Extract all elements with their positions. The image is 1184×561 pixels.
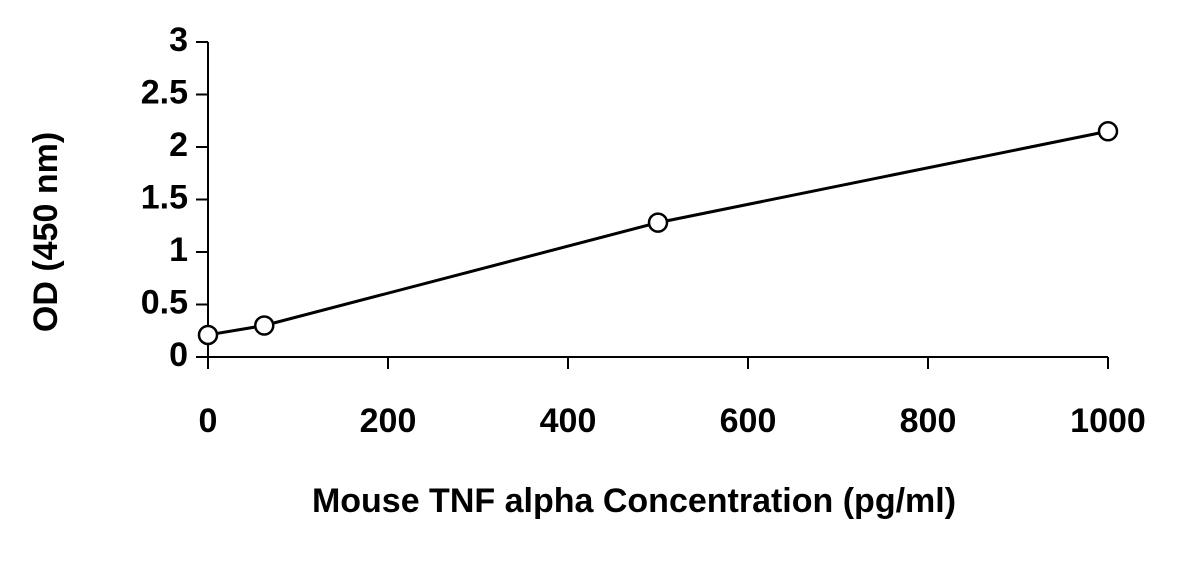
- x-tick-label: 600: [720, 402, 777, 440]
- y-tick-label: 2.5: [141, 73, 188, 111]
- y-tick-label: 1: [169, 231, 188, 269]
- data-point: [1097, 121, 1119, 142]
- fit-line: [207, 129, 1109, 337]
- data-point: [197, 324, 219, 346]
- y-tick-label: 2: [169, 126, 188, 164]
- x-tick-label: 400: [540, 402, 597, 440]
- x-tick-label: 1000: [1070, 402, 1146, 440]
- x-tick-label: 800: [900, 402, 957, 440]
- x-tick-label: 0: [199, 402, 218, 440]
- y-axis-label: OD (450 nm): [27, 132, 65, 332]
- x-tick-label: 200: [360, 402, 417, 440]
- x-axis-label: Mouse TNF alpha Concentration (pg/ml): [312, 482, 956, 520]
- data-point: [254, 315, 275, 336]
- y-tick-label: 0.5: [141, 283, 188, 321]
- data-point: [647, 212, 669, 233]
- y-tick-label: 3: [169, 21, 188, 59]
- y-tick-label: 1.5: [141, 178, 188, 216]
- y-tick-label: 0: [169, 336, 188, 374]
